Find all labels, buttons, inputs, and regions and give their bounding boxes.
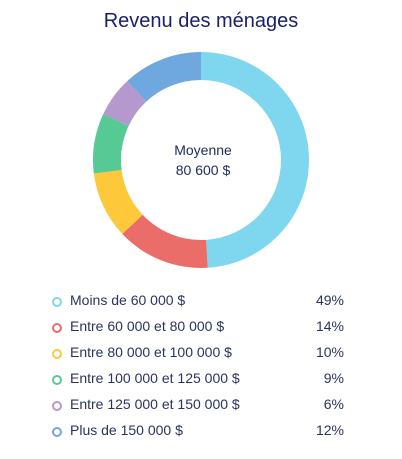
legend-item: Entre 100 000 et 125 000 $ 9%	[52, 370, 352, 396]
legend-label: Entre 100 000 et 125 000 $	[70, 370, 240, 386]
legend-value: 6%	[323, 396, 344, 412]
legend-dot-icon	[52, 375, 62, 385]
legend-dot-icon	[52, 323, 62, 333]
legend-label: Moins de 60 000 $	[70, 292, 186, 308]
legend-item: Entre 80 000 et 100 000 $ 10%	[52, 344, 352, 370]
legend-item: Plus de 150 000 $ 12%	[52, 422, 352, 448]
legend-value: 9%	[323, 370, 344, 386]
donut-slice-5	[103, 81, 147, 126]
legend-item: Moins de 60 000 $ 49%	[52, 292, 352, 318]
legend-value: 10%	[315, 344, 344, 360]
legend-label: Entre 125 000 et 150 000 $	[70, 396, 240, 412]
legend-dot-icon	[52, 427, 62, 437]
legend-value: 12%	[315, 422, 344, 438]
legend-dot-icon	[52, 297, 62, 307]
center-label-value: 80 600 $	[175, 162, 231, 178]
legend-dot-icon	[52, 401, 62, 411]
legend: Moins de 60 000 $ 49% Entre 60 000 et 80 0…	[52, 292, 352, 448]
donut-slice-6	[127, 52, 201, 102]
legend-item: Entre 60 000 et 80 000 $ 14%	[52, 318, 352, 344]
legend-label: Entre 60 000 et 80 000 $	[70, 318, 225, 334]
donut-slices	[93, 52, 310, 268]
legend-item: Entre 125 000 et 150 000 $ 6%	[52, 396, 352, 422]
donut-svg	[93, 52, 310, 268]
donut-slice-2	[122, 214, 208, 268]
donut-slice-4	[93, 114, 129, 174]
legend-value: 49%	[315, 292, 344, 308]
legend-label: Plus de 150 000 $	[70, 422, 183, 438]
donut-slice-1	[201, 52, 310, 268]
legend-dot-icon	[52, 349, 62, 359]
legend-value: 14%	[315, 318, 344, 334]
legend-label: Entre 80 000 et 100 000 $	[70, 344, 232, 360]
donut-chart: Moyenne 80 600 $	[93, 52, 310, 268]
donut-slice-3	[93, 170, 143, 234]
center-label-title: Moyenne	[174, 142, 232, 158]
chart-title: Revenu des ménages	[103, 10, 299, 32]
